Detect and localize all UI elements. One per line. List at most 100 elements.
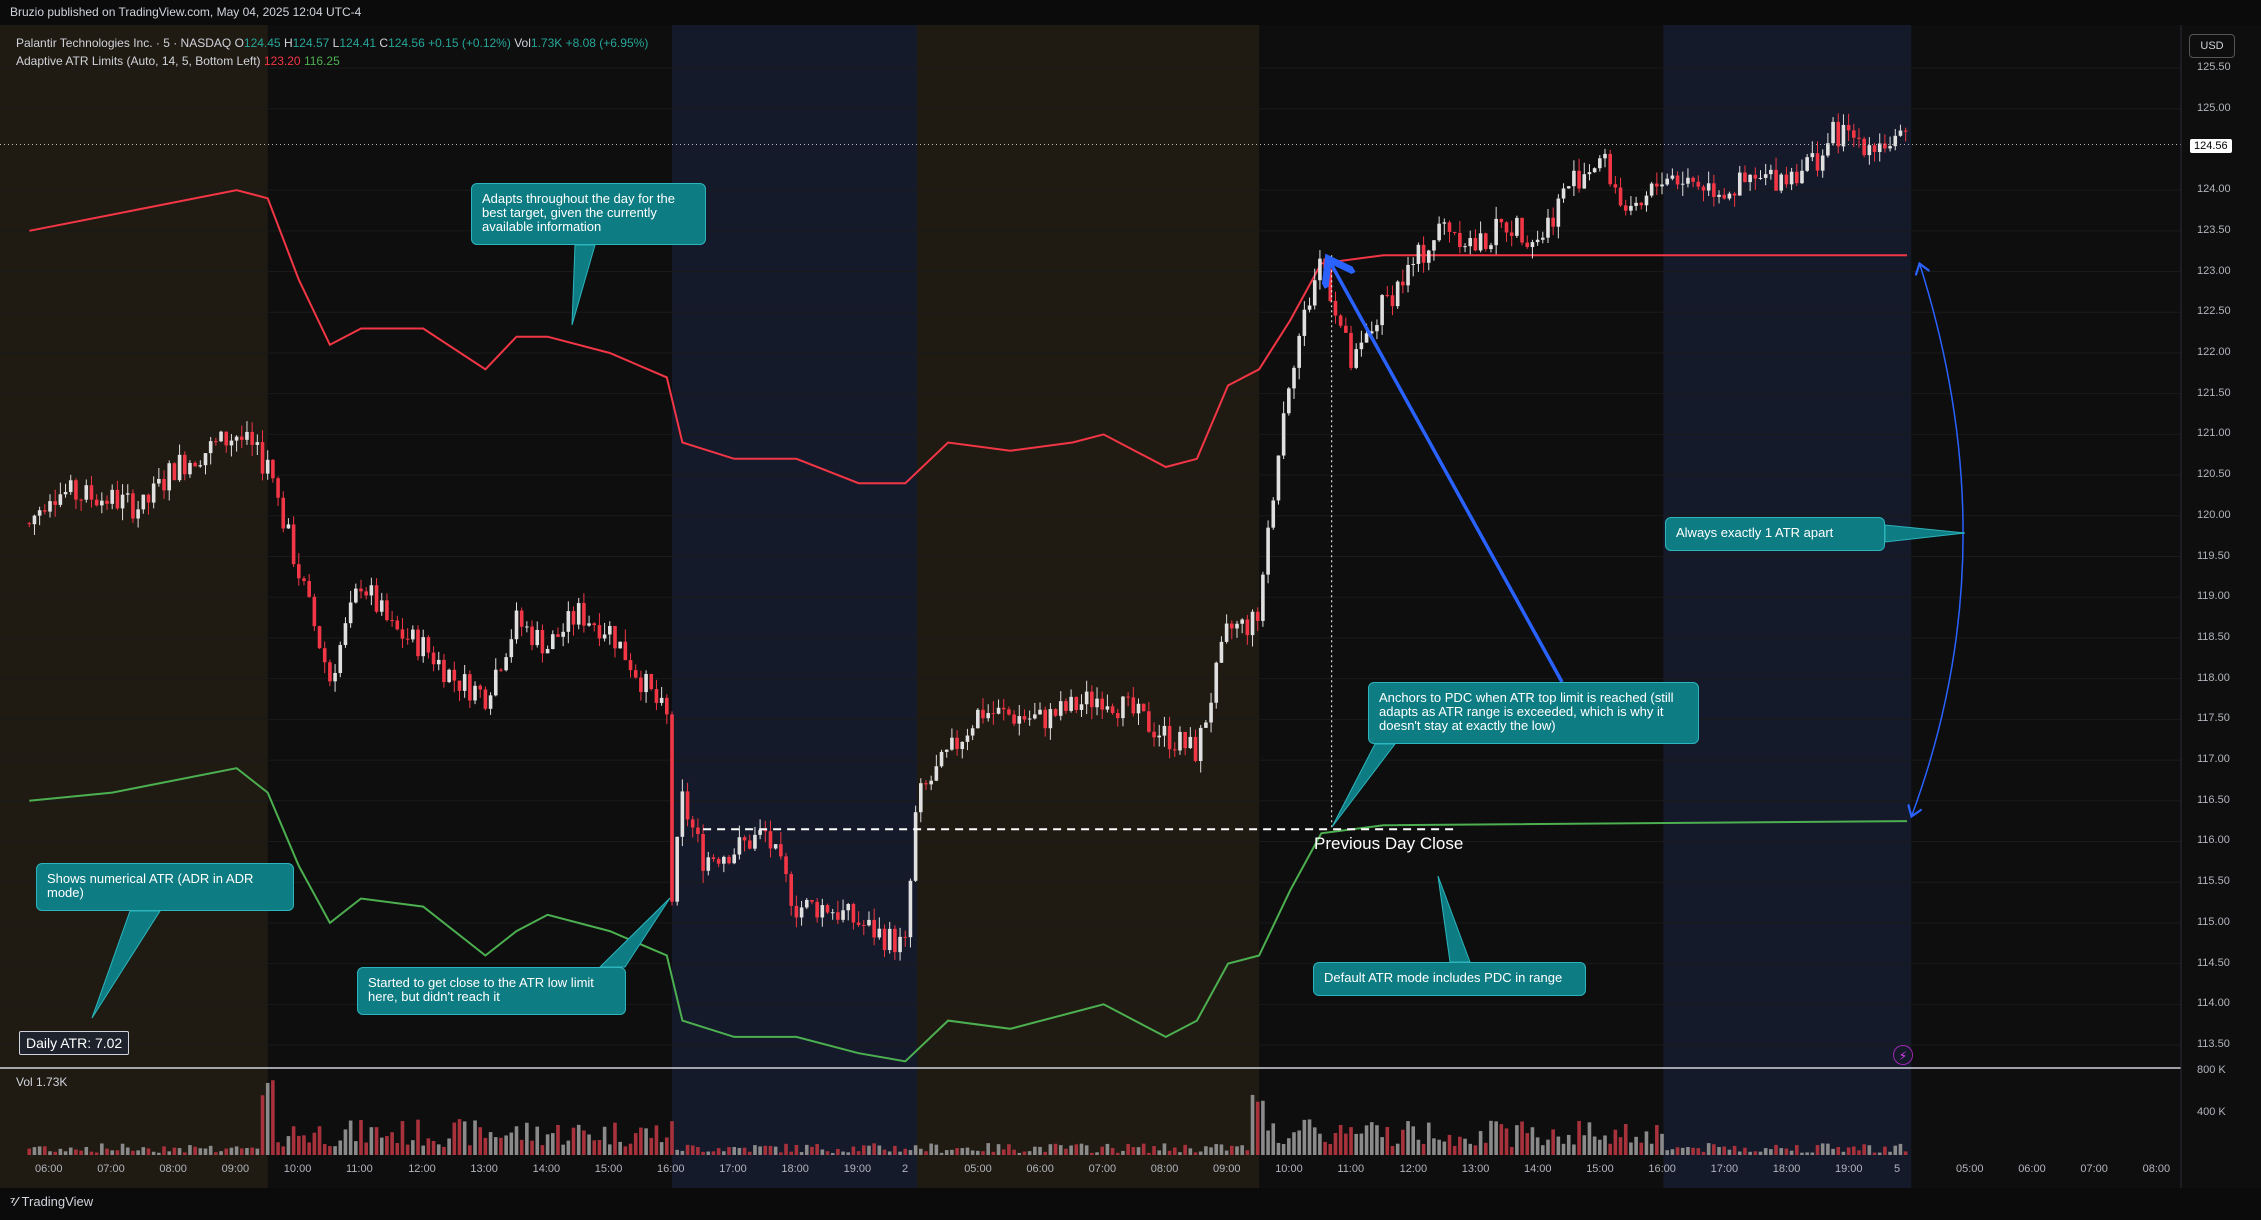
- candle-body: [1297, 335, 1301, 368]
- candle-body: [359, 588, 363, 592]
- candle-body: [701, 833, 705, 871]
- candle-body: [1261, 574, 1265, 621]
- candle-body: [846, 904, 851, 911]
- volume-bar: [939, 1152, 944, 1155]
- volume-bar: [1328, 1143, 1333, 1155]
- candle-body: [1680, 183, 1685, 185]
- candle-body: [991, 713, 996, 715]
- published-text: Bruzio published on TradingView.com, May…: [10, 5, 362, 19]
- candle-body: [1815, 153, 1820, 171]
- candle-body: [328, 662, 332, 682]
- volume-bar: [955, 1148, 959, 1155]
- volume-bar: [219, 1151, 223, 1155]
- volume-bar: [1240, 1145, 1244, 1155]
- volume-bar: [1297, 1130, 1301, 1155]
- volume-bar: [722, 1151, 726, 1155]
- volume-bar: [1577, 1120, 1581, 1155]
- volume-bar: [576, 1124, 581, 1155]
- volume-bar: [924, 1151, 928, 1155]
- volume-bar: [618, 1141, 622, 1155]
- candle-body: [297, 564, 301, 579]
- candle-body: [644, 673, 648, 693]
- candle-body: [1789, 171, 1794, 185]
- volume-bar: [1852, 1146, 1856, 1155]
- price-axis-label: 121.50: [2197, 386, 2231, 399]
- volume-bar: [758, 1146, 762, 1155]
- volume-bar: [934, 1144, 939, 1155]
- volume-bar: [944, 1150, 949, 1155]
- volume-bar: [701, 1151, 705, 1155]
- volume-bar: [442, 1146, 446, 1155]
- candle-body: [1318, 258, 1322, 281]
- lightning-icon[interactable]: ⚡: [1893, 1045, 1913, 1065]
- volume-bar: [1266, 1130, 1270, 1155]
- volume-bar: [530, 1140, 534, 1155]
- volume-bar: [1712, 1144, 1716, 1155]
- indicator-name[interactable]: Adaptive ATR Limits (Auto, 14, 5, Bottom…: [16, 54, 261, 68]
- volume-bar: [1245, 1150, 1250, 1155]
- volume-bar: [421, 1145, 425, 1155]
- candle-body: [1758, 177, 1763, 179]
- volume-bar: [685, 1144, 690, 1155]
- candle-body: [613, 625, 617, 649]
- volume-bar: [1100, 1146, 1105, 1155]
- volume-bar: [540, 1145, 545, 1155]
- candle-body: [1240, 619, 1244, 624]
- volume-bar: [1535, 1137, 1540, 1155]
- candle-body: [1359, 342, 1364, 350]
- candle-body: [1722, 194, 1727, 199]
- candle-body: [1820, 155, 1825, 171]
- candle-body: [1509, 232, 1514, 236]
- volume-bar: [1043, 1151, 1047, 1155]
- price-axis-label: 116.00: [2197, 834, 2230, 847]
- volume-bar: [1572, 1144, 1576, 1155]
- volume-bar: [587, 1134, 591, 1155]
- volume-bar: [716, 1148, 721, 1155]
- volume-bar: [1665, 1150, 1669, 1155]
- price-axis-label: 117.50: [2197, 712, 2230, 725]
- candle-body: [182, 454, 187, 475]
- close-value: 124.56: [388, 36, 425, 50]
- volume-bar: [385, 1136, 389, 1155]
- volume-bar: [1592, 1136, 1597, 1155]
- candle-body: [1152, 731, 1156, 738]
- candle-body: [893, 928, 897, 953]
- volume-bar: [836, 1148, 840, 1155]
- volume-bar: [830, 1152, 835, 1155]
- volume-bar: [1007, 1144, 1011, 1155]
- volume-bar: [1271, 1123, 1276, 1155]
- candle-body: [1001, 707, 1006, 710]
- volume-bar: [1178, 1152, 1182, 1155]
- tradingview-logo[interactable]: ⁷⁄ TradingView: [10, 1194, 94, 1209]
- candle-body: [1691, 177, 1695, 182]
- candle-body: [773, 844, 778, 849]
- candle-body: [690, 819, 695, 828]
- volume-bar: [1753, 1151, 1758, 1155]
- volume-bar: [525, 1122, 529, 1155]
- currency-button[interactable]: USD: [2189, 34, 2235, 58]
- candle-body: [1587, 172, 1592, 175]
- candle-body: [1877, 143, 1882, 153]
- candle-body: [908, 880, 913, 938]
- candle-body: [696, 827, 700, 834]
- volume-bar: [1038, 1146, 1042, 1155]
- candle-body: [421, 637, 425, 657]
- volume-bar: [597, 1140, 602, 1155]
- volume-bar: [991, 1151, 996, 1155]
- price-axis-label: 120.00: [2197, 508, 2231, 521]
- time-axis-label: 16:00: [657, 1163, 685, 1175]
- candle-body: [405, 638, 410, 640]
- volume-bar: [1634, 1136, 1638, 1155]
- volume-legend-value: 1.73K: [36, 1075, 68, 1089]
- volume-bar: [68, 1147, 73, 1155]
- symbol-name[interactable]: Palantir Technologies Inc. · 5 · NASDAQ: [16, 36, 232, 50]
- candle-body: [1805, 157, 1809, 171]
- volume-bar: [1411, 1126, 1416, 1155]
- candle-body: [1043, 709, 1047, 729]
- candle-body: [1131, 697, 1136, 714]
- candle-body: [219, 431, 223, 442]
- candle-body: [582, 603, 586, 626]
- candle-body: [804, 899, 809, 908]
- volume-bar: [359, 1119, 363, 1155]
